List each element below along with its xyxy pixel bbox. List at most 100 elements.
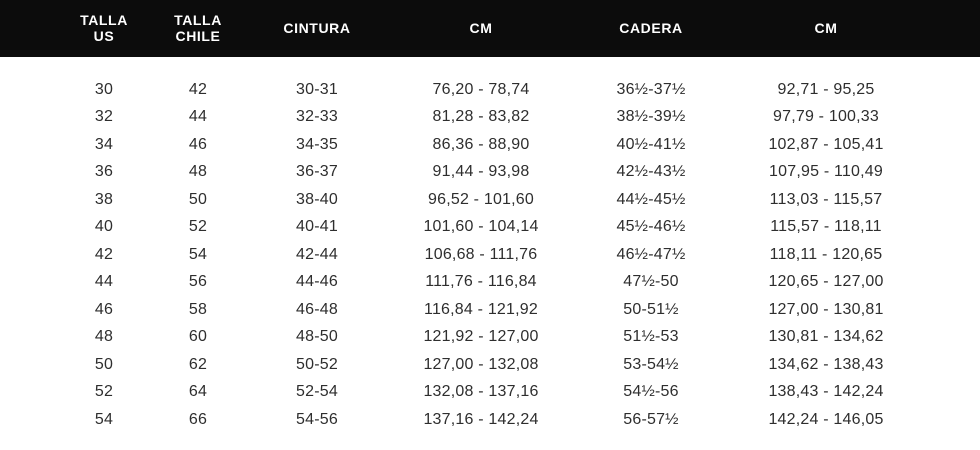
- table-cell: 101,60 - 104,14: [423, 218, 539, 236]
- table-cell: 50-52: [296, 355, 338, 373]
- spacer-cell: [926, 159, 980, 187]
- table-row: 38 50 38-40 96,52 - 101,60 44½-45½ 113,03 - 1…: [0, 186, 980, 214]
- spacer-cell: [926, 269, 980, 297]
- table-row: 36 48 36-37 91,44 - 93,98 42½-43½ 107,95 - 11…: [0, 159, 980, 187]
- table-cell: 76,20 - 78,74: [432, 80, 530, 98]
- table-cell: 52: [94, 383, 114, 401]
- table-cell: 66: [188, 410, 208, 428]
- table-body: 30 42 30-31 76,20 - 78,74 36½-37½ 92,71 - 95,…: [0, 57, 980, 434]
- column-header-cintura-cm: CM: [386, 0, 576, 57]
- table-cell: 45½-46½: [616, 218, 686, 236]
- spacer-cell: [926, 0, 980, 57]
- table-cell: 92,71 - 95,25: [777, 80, 875, 98]
- table-row: 32 44 32-33 81,28 - 83,82 38½-39½ 97,79 - 100…: [0, 104, 980, 132]
- table-cell: 56: [188, 273, 208, 291]
- table-cell: 64: [188, 383, 208, 401]
- spacer-cell: [0, 324, 60, 352]
- spacer-cell: [0, 406, 60, 434]
- table-row: 54 66 54-56 137,16 - 142,24 56-57½ 142,24 - 1…: [0, 406, 980, 434]
- spacer-cell: [0, 104, 60, 132]
- spacer-cell: [0, 351, 60, 379]
- column-header-talla-chile: TALLA CHILE: [148, 0, 248, 57]
- table-cell: 40½-41½: [616, 135, 686, 153]
- table-cell: 86,36 - 88,90: [432, 135, 530, 153]
- table-cell: 42½-43½: [616, 163, 686, 181]
- spacer-cell: [926, 131, 980, 159]
- table-cell: 38: [94, 190, 114, 208]
- table-cell: 32: [94, 108, 114, 126]
- table-cell: 42-44: [296, 245, 338, 263]
- table-cell: 46½-47½: [616, 245, 686, 263]
- table-cell: 36-37: [296, 163, 338, 181]
- table-row: 40 52 40-41 101,60 - 104,14 45½-46½ 115,57 - …: [0, 214, 980, 242]
- table-cell: 134,62 - 138,43: [768, 355, 884, 373]
- column-header-cadera: CADERA: [576, 0, 726, 57]
- table-cell: 137,16 - 142,24: [423, 410, 539, 428]
- table-cell: 54-56: [296, 410, 338, 428]
- spacer-cell: [0, 214, 60, 242]
- size-table: TALLA US TALLA CHILE CINTURA CM CADERA C…: [0, 0, 980, 434]
- table-cell: 116,84 - 121,92: [424, 300, 538, 318]
- table-cell: 50: [188, 190, 208, 208]
- table-cell: 106,68 - 111,76: [424, 245, 538, 263]
- table-cell: 48: [94, 328, 114, 346]
- spacer-cell: [0, 57, 980, 76]
- spacer-cell: [926, 324, 980, 352]
- table-cell: 52-54: [296, 383, 338, 401]
- spacer-cell: [0, 76, 60, 104]
- column-header-cintura: CINTURA: [248, 0, 386, 57]
- table-row: 50 62 50-52 127,00 - 132,08 53-54½ 134,62 - 1…: [0, 351, 980, 379]
- table-cell: 107,95 - 110,49: [769, 163, 883, 181]
- spacer-cell: [926, 406, 980, 434]
- table-cell: 121,92 - 127,00: [423, 328, 539, 346]
- spacer-cell: [0, 186, 60, 214]
- spacer-cell: [0, 241, 60, 269]
- table-cell: 50-51½: [623, 300, 679, 318]
- table-cell: 138,43 - 142,24: [768, 383, 884, 401]
- table-cell: 46: [94, 300, 114, 318]
- spacer-row: [0, 57, 980, 76]
- table-cell: 34-35: [296, 135, 338, 153]
- table-cell: 56-57½: [623, 410, 679, 428]
- table-cell: 48: [188, 163, 208, 181]
- spacer-cell: [926, 104, 980, 132]
- table-cell: 127,00 - 130,81: [768, 300, 884, 318]
- column-header-cadera-cm: CM: [726, 0, 926, 57]
- table-row: 48 60 48-50 121,92 - 127,00 51½-53 130,81 - 1…: [0, 324, 980, 352]
- table-row: 42 54 42-44 106,68 - 111,76 46½-47½ 118,11 - …: [0, 241, 980, 269]
- spacer-cell: [926, 296, 980, 324]
- table-cell: 120,65 - 127,00: [768, 273, 884, 291]
- column-header-talla-us: TALLA US: [60, 0, 148, 57]
- table-cell: 36½-37½: [616, 80, 686, 98]
- table-row: 46 58 46-48 116,84 - 121,92 50-51½ 127,00 - 1…: [0, 296, 980, 324]
- table-cell: 118,11 - 120,65: [769, 245, 883, 263]
- header-row: TALLA US TALLA CHILE CINTURA CM CADERA C…: [0, 0, 980, 57]
- table-cell: 42: [94, 245, 114, 263]
- table-cell: 44: [94, 273, 114, 291]
- table-cell: 81,28 - 83,82: [432, 108, 530, 126]
- table-cell: 53-54½: [623, 355, 679, 373]
- table-cell: 44: [188, 108, 208, 126]
- table-cell: 51½-53: [623, 328, 679, 346]
- table-cell: 127,00 - 132,08: [423, 355, 539, 373]
- table-row: 30 42 30-31 76,20 - 78,74 36½-37½ 92,71 - 95,…: [0, 76, 980, 104]
- table-cell: 130,81 - 134,62: [768, 328, 884, 346]
- table-cell: 54: [188, 245, 208, 263]
- spacer-cell: [0, 0, 60, 57]
- table-cell: 46: [188, 135, 208, 153]
- table-cell: 102,87 - 105,41: [768, 135, 884, 153]
- table-cell: 46-48: [296, 300, 338, 318]
- table-cell: 40-41: [296, 218, 338, 236]
- spacer-cell: [926, 379, 980, 407]
- table-cell: 113,03 - 115,57: [769, 190, 883, 208]
- table-cell: 58: [188, 300, 208, 318]
- table-cell: 115,57 - 118,11: [770, 218, 882, 236]
- spacer-cell: [0, 269, 60, 297]
- table-row: 34 46 34-35 86,36 - 88,90 40½-41½ 102,87 - 10…: [0, 131, 980, 159]
- table-cell: 142,24 - 146,05: [768, 410, 884, 428]
- spacer-cell: [926, 76, 980, 104]
- spacer-cell: [0, 379, 60, 407]
- table-cell: 52: [188, 218, 208, 236]
- table-cell: 34: [94, 135, 114, 153]
- table-cell: 48-50: [296, 328, 338, 346]
